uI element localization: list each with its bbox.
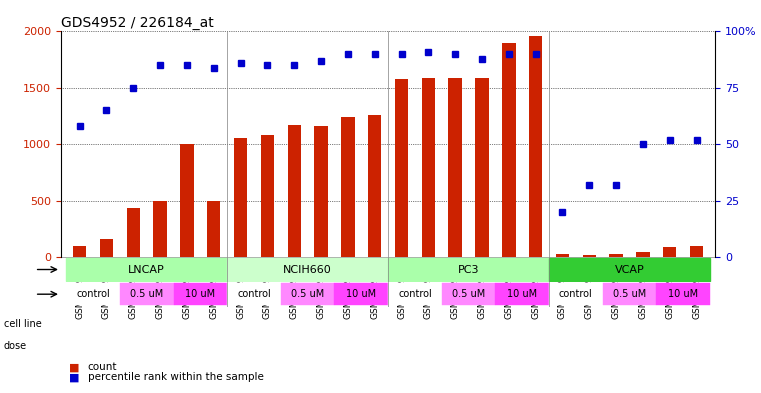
Bar [120,283,174,305]
Bar [529,36,543,257]
Text: LNCAP: LNCAP [129,264,165,274]
Text: GDS4952 / 226184_at: GDS4952 / 226184_at [61,17,214,30]
Bar [66,283,120,305]
Bar [502,43,515,257]
Bar [556,254,569,257]
Bar [441,283,495,305]
Text: control: control [559,289,593,299]
Bar [583,255,596,257]
Text: percentile rank within the sample: percentile rank within the sample [88,372,263,382]
Bar [656,283,710,305]
Text: 10 uM: 10 uM [185,289,215,299]
Bar [610,254,622,257]
Bar [549,259,710,281]
Bar [73,246,86,257]
Text: 10 uM: 10 uM [668,289,698,299]
Bar [388,259,549,281]
Text: ■: ■ [68,362,79,373]
Bar [261,135,274,257]
Text: control: control [237,289,271,299]
Text: 0.5 uM: 0.5 uM [452,289,486,299]
Bar [368,115,381,257]
Bar [603,283,656,305]
Bar [388,283,441,305]
Text: 0.5 uM: 0.5 uM [613,289,646,299]
Bar [174,283,228,305]
Text: control: control [76,289,110,299]
Text: 0.5 uM: 0.5 uM [291,289,324,299]
Bar [126,208,140,257]
Bar [636,252,650,257]
Bar [228,259,388,281]
Bar [448,78,462,257]
Bar [288,125,301,257]
Text: VCAP: VCAP [615,264,645,274]
Bar [180,144,193,257]
Bar [234,138,247,257]
Bar [281,283,335,305]
Text: 10 uM: 10 uM [507,289,537,299]
Text: 10 uM: 10 uM [346,289,377,299]
Bar [335,283,388,305]
Bar [422,78,435,257]
Text: NCIH660: NCIH660 [283,264,332,274]
Text: control: control [398,289,431,299]
Bar [476,78,489,257]
Bar [228,283,281,305]
Text: PC3: PC3 [458,264,479,274]
Text: ■: ■ [68,372,79,382]
Text: dose: dose [4,341,27,351]
Bar [341,117,355,257]
Bar [314,126,328,257]
Bar [66,259,228,281]
Bar [395,79,408,257]
Text: cell line: cell line [4,319,42,329]
Bar [207,201,221,257]
Bar [663,247,677,257]
Bar [690,246,703,257]
Bar [100,239,113,257]
Text: 0.5 uM: 0.5 uM [130,289,164,299]
Bar [495,283,549,305]
Bar [549,283,603,305]
Text: count: count [88,362,117,373]
Bar [154,201,167,257]
